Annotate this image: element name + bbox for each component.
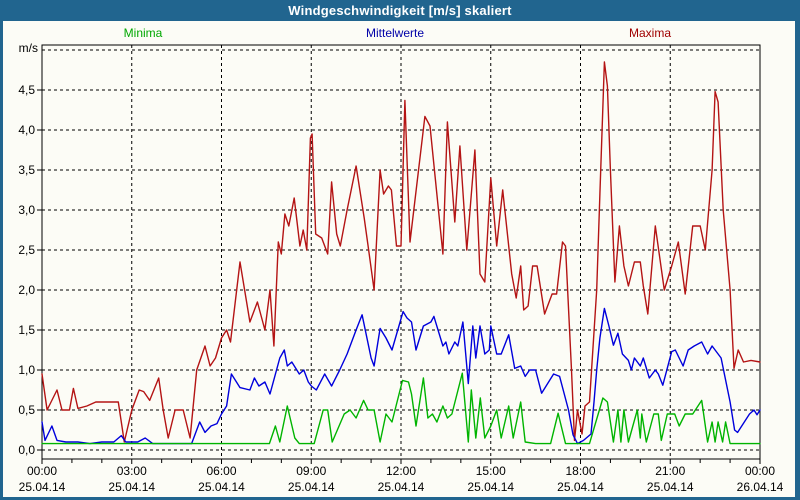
- x-tick-time: 06:00: [206, 464, 236, 478]
- x-tick-time: 09:00: [296, 464, 326, 478]
- x-tick-time: 21:00: [655, 464, 685, 478]
- x-tick-date: 25.04.14: [378, 480, 425, 494]
- plot-border: [41, 44, 761, 460]
- minima-line: [41, 372, 761, 445]
- y-tick-label: 3,5: [18, 163, 35, 177]
- legend-minima: Minima: [123, 26, 163, 40]
- x-tick-time: 00:00: [745, 464, 775, 478]
- x-tick-time: 12:00: [386, 464, 416, 478]
- x-tick-date: 25.04.14: [19, 480, 66, 494]
- x-tick-time: 00:00: [27, 464, 57, 478]
- x-tick-date: 26.04.14: [737, 480, 784, 494]
- x-tick-time: 15:00: [476, 464, 506, 478]
- y-tick-label: 2,5: [18, 243, 35, 257]
- title-bar: Windgeschwindigkeit [m/s] skaliert: [0, 0, 800, 21]
- y-tick-label: 0,5: [18, 403, 35, 417]
- x-tick-date: 25.04.14: [198, 480, 245, 494]
- y-tick-label: 0,0: [18, 443, 35, 457]
- y-tick-label: 1,5: [18, 323, 35, 337]
- y-tick-label: 4,0: [18, 123, 35, 137]
- x-tick-time: 03:00: [117, 464, 147, 478]
- y-tick-label: 3,0: [18, 203, 35, 217]
- maxima-line: [41, 61, 761, 443]
- x-tick-date: 25.04.14: [557, 480, 604, 494]
- chart-panel: [3, 21, 795, 497]
- x-tick-date: 25.04.14: [288, 480, 335, 494]
- x-tick-date: 25.04.14: [647, 480, 694, 494]
- y-tick-label: 2,0: [18, 283, 35, 297]
- x-tick-date: 25.04.14: [467, 480, 514, 494]
- y-tick-label: 4,5: [18, 83, 35, 97]
- x-tick-date: 25.04.14: [108, 480, 155, 494]
- mittelwerte-line: [41, 307, 761, 445]
- window-title: Windgeschwindigkeit [m/s] skaliert: [288, 3, 512, 18]
- y-tick-label: 1,0: [18, 363, 35, 377]
- legend-maxima: Maxima: [628, 26, 672, 40]
- x-tick-time: 18:00: [565, 464, 595, 478]
- legend-mittelwerte: Mittelwerte: [365, 26, 425, 40]
- y-axis-unit: m/s: [19, 41, 38, 55]
